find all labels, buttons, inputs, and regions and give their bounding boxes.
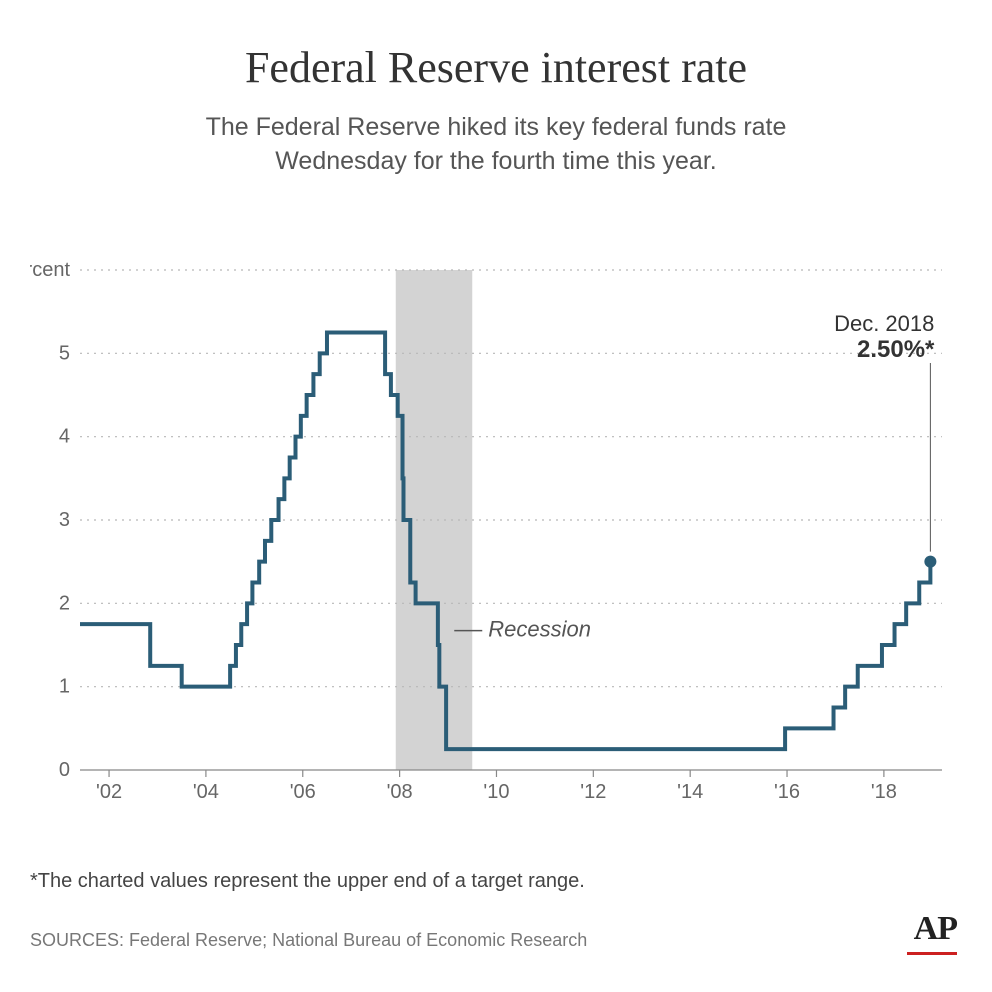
chart-title: Federal Reserve interest rate — [0, 0, 992, 93]
x-tick-label: '04 — [193, 781, 219, 803]
y-tick-label: 1 — [59, 676, 70, 698]
line-chart-svg: 0 1 2 3 4 5 6 percent '02 '04 '06 '08 '10 '12 '14 '16 '… — [30, 250, 962, 810]
y-tick-label: 4 — [59, 426, 70, 448]
end-point-marker — [924, 556, 936, 568]
x-tick-label: '10 — [483, 781, 509, 803]
sources-text: SOURCES: Federal Reserve; National Burea… — [30, 930, 587, 951]
annotation-date: Dec. 2018 — [834, 311, 934, 336]
x-tick-label: '16 — [774, 781, 800, 803]
x-tick-label: '12 — [580, 781, 606, 803]
chart-area: 0 1 2 3 4 5 6 percent '02 '04 '06 '08 '10 '12 '14 '16 '… — [30, 250, 962, 810]
x-tick-label: '02 — [96, 781, 122, 803]
x-tick-label: '18 — [871, 781, 897, 803]
footnote-text: *The charted values represent the upper … — [30, 870, 585, 893]
x-tick-label: '08 — [387, 781, 413, 803]
ap-logo: AP — [914, 910, 957, 948]
recession-label: Recession — [488, 617, 591, 642]
subtitle-line-1: The Federal Reserve hiked its key federa… — [206, 113, 787, 141]
ap-logo-underline — [907, 952, 957, 955]
y-tick-label: 0 — [59, 759, 70, 781]
y-tick-label: 2 — [59, 592, 70, 614]
subtitle-line-2: Wednesday for the fourth time this year. — [275, 147, 716, 175]
chart-subtitle: The Federal Reserve hiked its key federa… — [0, 111, 992, 179]
x-tick-label: '14 — [677, 781, 703, 803]
x-tick-label: '06 — [290, 781, 316, 803]
annotation-value: 2.50%* — [857, 336, 935, 363]
y-tick-label: 3 — [59, 509, 70, 531]
y-tick-label: 6 percent — [30, 259, 70, 281]
y-tick-label: 5 — [59, 342, 70, 364]
